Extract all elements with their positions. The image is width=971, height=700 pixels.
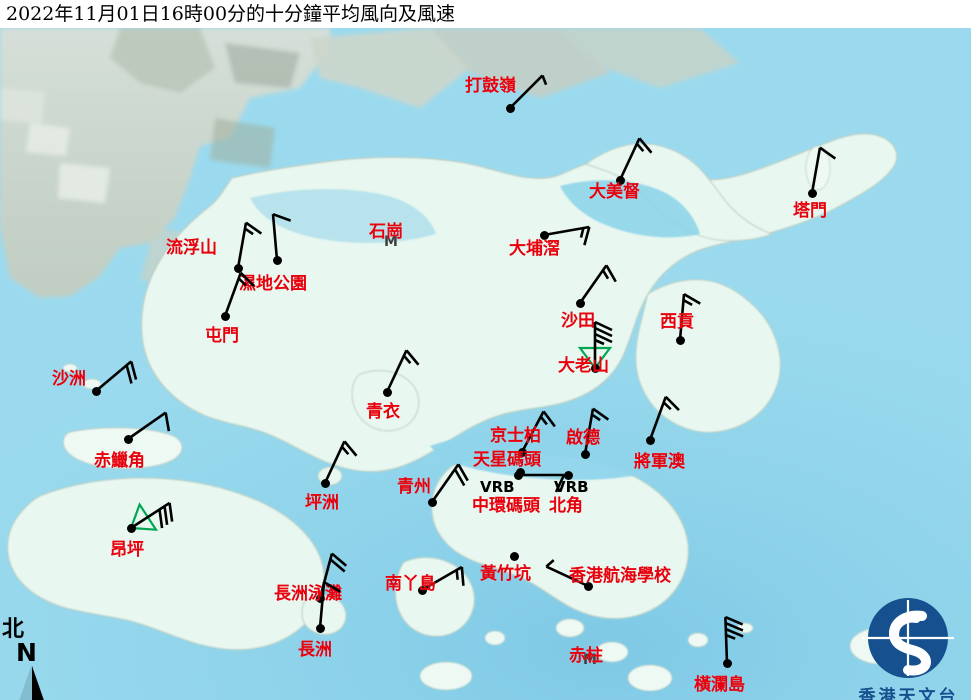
wind-barb-icon (545, 559, 589, 588)
wind-barb-icon (323, 440, 358, 484)
station-dot (417, 585, 427, 595)
station-dot (315, 593, 325, 603)
station-dot (505, 103, 515, 113)
station-dot (427, 497, 437, 507)
station-name-label: 長洲 (298, 640, 332, 660)
station-dot (91, 386, 101, 396)
station-name-label: 赤鱲角 (94, 451, 145, 471)
wind-barb-icon (577, 320, 613, 370)
station-name-label: 流浮山 (166, 238, 217, 258)
station-name-label: 塔門 (793, 201, 827, 221)
station-name-label: 坪洲 (305, 493, 339, 513)
station-name-label: 天星碼頭 (473, 450, 541, 470)
station-dot (563, 470, 573, 480)
wind-barb-icon (271, 212, 292, 261)
station-name-label: 香港航海學校 (569, 566, 671, 586)
station-dot (509, 551, 519, 561)
wind-barb-icon (236, 221, 263, 269)
wind-barb-icon (421, 565, 465, 592)
page-title: 2022年11月01日16時00分的十分鐘平均風向及風速 (6, 3, 456, 25)
station-dot (645, 435, 655, 445)
wind-barb-icon (509, 74, 548, 109)
station-name-label: 屯門 (205, 326, 239, 346)
wind-barb-icon (95, 360, 138, 392)
station-name-label: 西貢 (660, 312, 694, 332)
station-name-label: 大美督 (589, 182, 640, 202)
station-name-label: 黃竹坑 (480, 564, 531, 584)
station-dot (580, 449, 590, 459)
station-name-label: 長洲泳灘 (274, 584, 342, 604)
station-dot (583, 581, 593, 591)
wind-barb-icon (430, 463, 469, 503)
station-dot (272, 255, 282, 265)
station-name-label: 將軍澳 (634, 452, 685, 472)
hko-emblem-icon (862, 598, 954, 678)
station-dot (539, 230, 549, 240)
station-name-label: 北角 (549, 496, 583, 516)
station-dot (320, 478, 330, 488)
station-name-label: 青州 (397, 477, 431, 497)
wind-barb-icon (223, 271, 255, 317)
variable-wind-label: VRB (480, 478, 515, 496)
station-dot (517, 447, 527, 457)
station-name-label: 大埔滘 (509, 239, 560, 259)
station-dot (315, 623, 325, 633)
station-name-label: 京士柏 (490, 426, 541, 446)
wind-barb-icon (127, 411, 171, 441)
compass-label-english: N (16, 638, 37, 667)
station-dot (126, 523, 136, 533)
station-dot (807, 188, 817, 198)
wind-barb-icon (724, 615, 744, 664)
station-dot (220, 311, 230, 321)
station-name-label: 橫瀾島 (694, 675, 745, 695)
wind-barb-icon (618, 137, 653, 181)
station-dot (675, 335, 685, 345)
wind-barb-icon (518, 473, 566, 493)
variable-wind-label: VRB (554, 478, 589, 496)
station-name-label: 打鼓嶺 (465, 76, 516, 96)
title-bar: 2022年11月01日16時00分的十分鐘平均風向及風速 (0, 0, 971, 28)
wind-barb-icon (385, 349, 420, 393)
wind-barb-icon (578, 264, 617, 304)
missing-data-label: M (384, 234, 398, 250)
station-dot (590, 363, 600, 373)
station-name-label: 石崗 (369, 222, 403, 242)
station-name-label: 中環碼頭 (472, 496, 540, 516)
wind-barb-icon (318, 581, 341, 629)
wind-barb-icon (520, 410, 556, 453)
wind-barb-icon (810, 146, 837, 194)
station-dot (722, 658, 732, 668)
compass-rose: 北 N (2, 618, 64, 700)
north-arrow-icon (19, 665, 44, 700)
station-dot (575, 298, 585, 308)
station-name-label: 沙田 (561, 311, 595, 331)
hongkong-land-layer (7, 133, 911, 692)
wind-barb-icon (648, 395, 680, 441)
station-dot (233, 263, 243, 273)
station-name-label: 赤柱 (569, 646, 603, 666)
station-name-label: 大老山 (558, 356, 609, 376)
compass-label-chinese: 北 (2, 616, 25, 642)
map-canvas[interactable]: 打鼓嶺 流浮山 濕地公園 M 石崗 大美督 塔門 大埔滘 沙田 西貢 大老山 屯門 沙洲 赤鱲角 青衣 坪洲昂… (0, 28, 971, 700)
station-name-label: 南丫島 (385, 574, 436, 594)
station-name-label: 啟德 (566, 428, 600, 448)
station-name-label: 沙洲 (52, 369, 86, 389)
wind-barb-icon (583, 407, 610, 455)
station-name-label: 青衣 (366, 402, 400, 422)
wind-barb-icon (543, 225, 591, 246)
missing-data-label: M (583, 652, 597, 668)
wind-barb-icon (678, 293, 701, 341)
station-dot (615, 175, 625, 185)
station-dot (123, 434, 133, 444)
station-dot (382, 387, 392, 397)
station-dot (513, 470, 523, 480)
station-name-label: 濕地公園 (239, 274, 307, 294)
hko-logo: 香港天文台 HONG KONG OBSERVATORY (846, 594, 971, 700)
station-name-label: 昂坪 (110, 540, 144, 560)
wind-barb-icon (129, 501, 174, 531)
logo-text-chinese: 香港天文台 (858, 687, 959, 700)
